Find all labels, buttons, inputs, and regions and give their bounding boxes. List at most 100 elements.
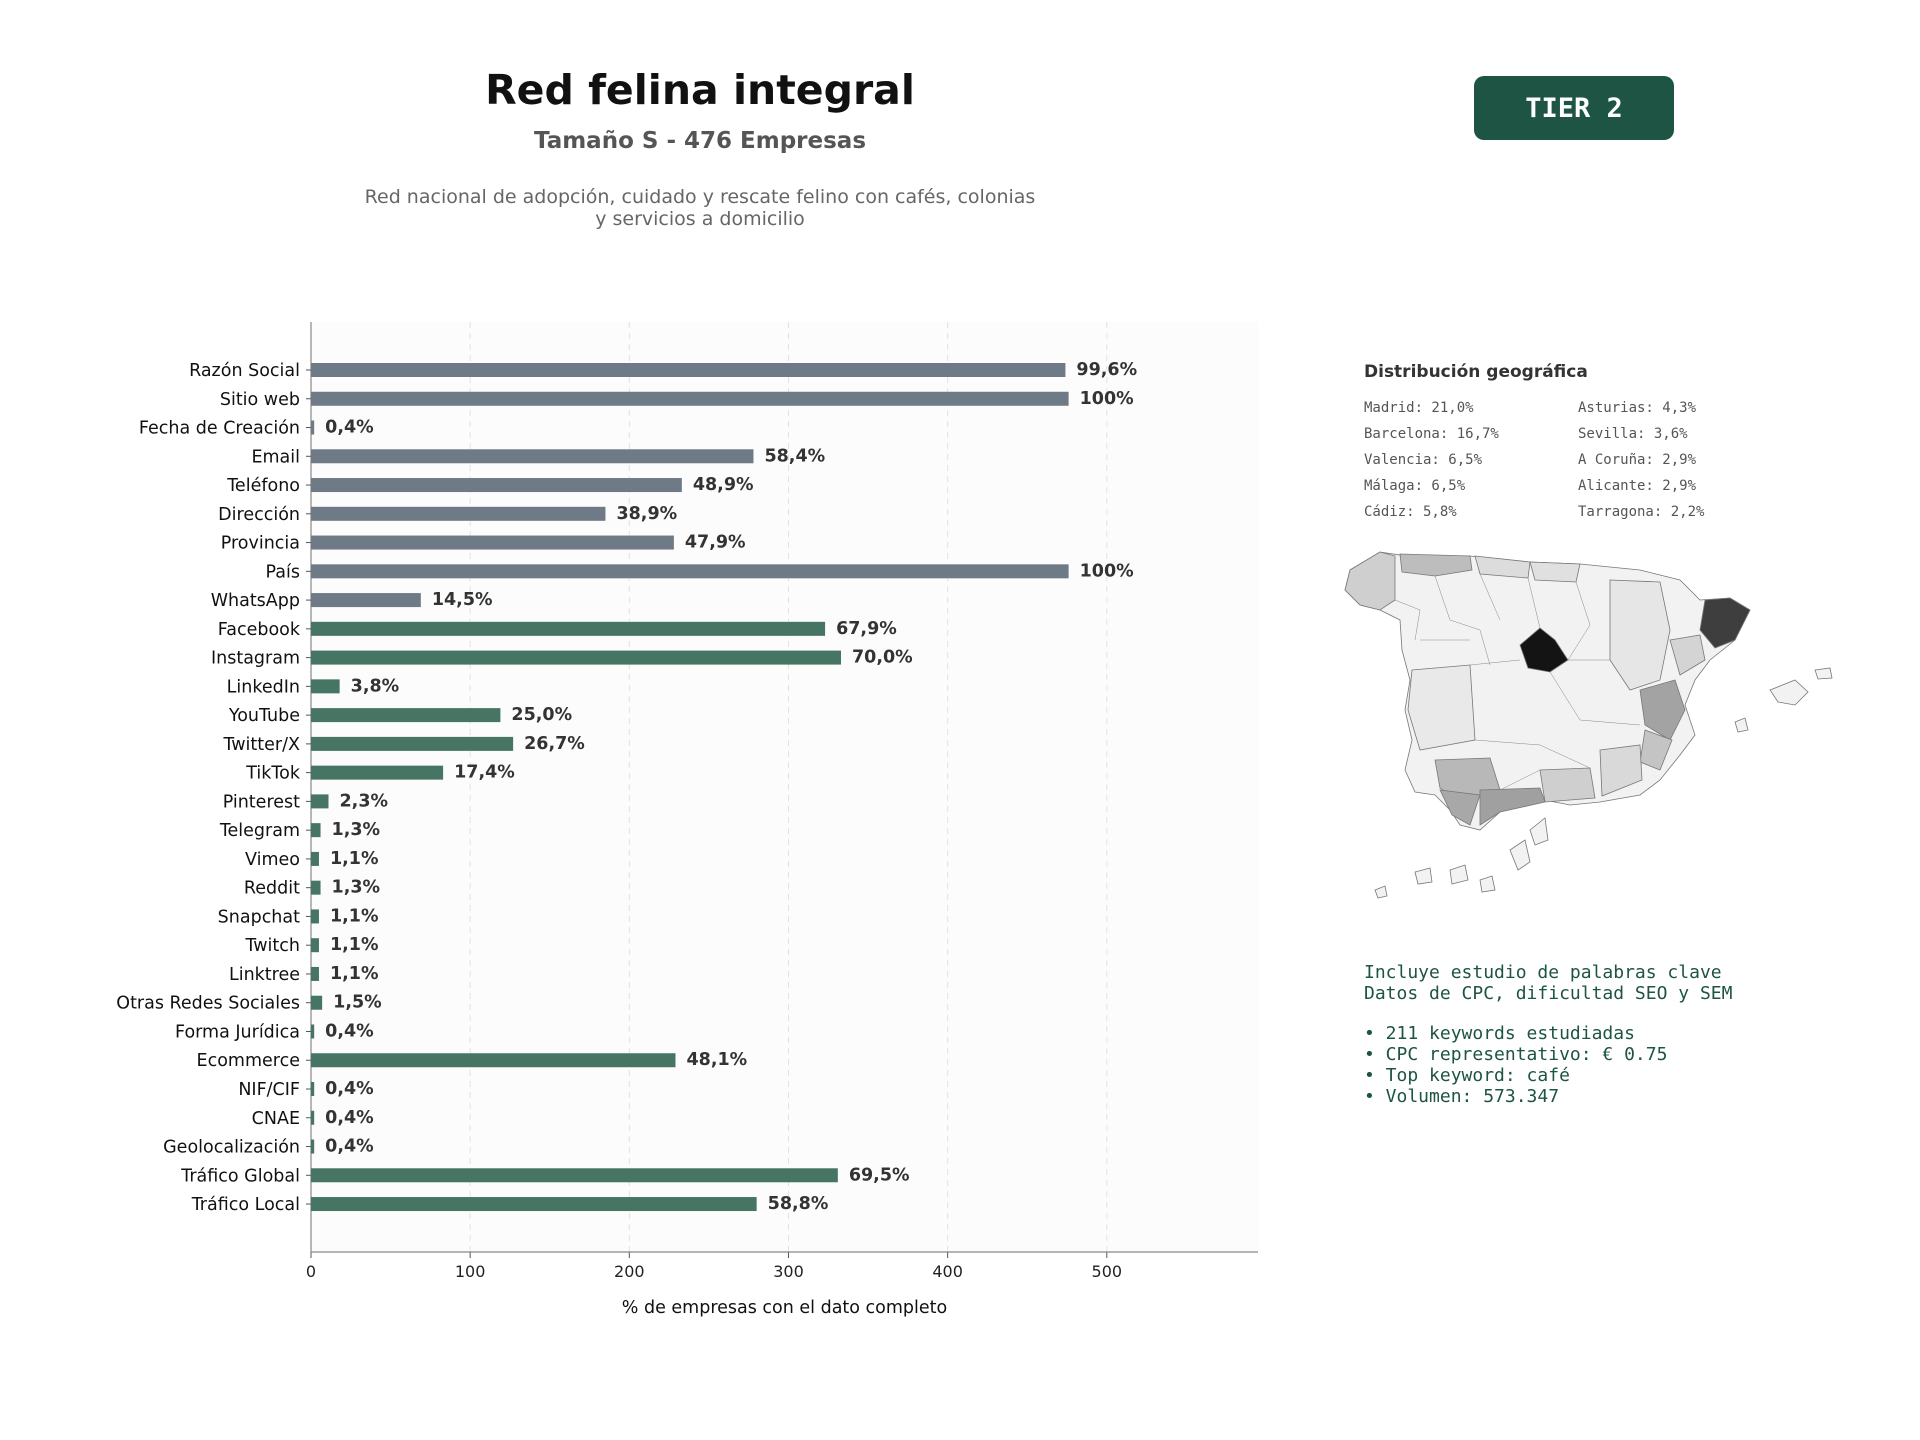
category-label: Dirección <box>218 505 300 525</box>
bar <box>311 650 842 665</box>
bar <box>311 1168 838 1183</box>
keywords-bullet: • 211 keywords estudiadas <box>1364 1023 1635 1044</box>
x-axis-label: % de empresas con el dato completo <box>622 1298 947 1318</box>
category-label: Provincia <box>221 534 300 554</box>
bar <box>311 794 329 809</box>
bar <box>311 1139 315 1154</box>
bar <box>311 995 323 1010</box>
bar <box>311 851 319 866</box>
map-menorca <box>1814 667 1833 680</box>
map-galicia <box>1344 551 1396 611</box>
page-subtitle: Tamaño S - 476 Empresas <box>533 128 867 154</box>
map-canary-6 <box>1374 885 1388 899</box>
category-label: Ecommerce <box>197 1051 300 1071</box>
x-tick-label: 200 <box>614 1262 645 1281</box>
category-label: Linktree <box>229 965 300 985</box>
bar <box>311 478 682 493</box>
data-label: 47,9% <box>685 533 746 553</box>
bar <box>311 564 1069 579</box>
category-label: Geolocalización <box>163 1138 300 1158</box>
geo-item: Cádiz: 5,8% <box>1364 504 1457 520</box>
data-label: 1,5% <box>333 993 382 1013</box>
category-label: Pinterest <box>223 792 300 812</box>
category-label: LinkedIn <box>227 677 300 697</box>
geo-title: Distribución geográfica <box>1364 362 1588 382</box>
map-internal-borders <box>1394 573 1641 791</box>
x-tick-label: 300 <box>773 1262 804 1281</box>
geo-item: Madrid: 21,0% <box>1364 400 1474 416</box>
map-murcia <box>1599 744 1643 797</box>
geo-item: Tarragona: 2,2% <box>1578 504 1705 520</box>
keywords-bullet: • CPC representativo: € 0.75 <box>1364 1044 1668 1065</box>
data-label: 1,3% <box>332 820 381 840</box>
bar <box>311 765 444 780</box>
geo-item: A Coruña: 2,9% <box>1578 452 1697 468</box>
keywords-line-2: Datos de CPC, dificultad SEO y SEM <box>1364 983 1733 1004</box>
map-extremadura <box>1407 664 1476 751</box>
bar <box>311 966 319 981</box>
bar <box>311 880 321 895</box>
bar <box>311 420 315 435</box>
x-tick-label: 400 <box>932 1262 963 1281</box>
category-label: Twitch <box>244 936 300 956</box>
category-label: Tráfico Local <box>191 1195 300 1215</box>
data-label: 0,4% <box>325 1137 374 1157</box>
keywords-bullet: • Top keyword: café <box>1364 1065 1570 1086</box>
data-label: 58,4% <box>764 446 825 466</box>
plot-area <box>311 322 1258 1252</box>
map-malaga <box>1479 787 1546 826</box>
category-label: Fecha de Creación <box>139 419 300 439</box>
data-label: 0,4% <box>325 1021 374 1041</box>
bar <box>311 449 754 464</box>
bar <box>311 708 501 723</box>
data-label: 26,7% <box>524 734 585 754</box>
category-label: Instagram <box>211 649 300 669</box>
category-label: Teléfono <box>226 476 300 496</box>
category-label: Reddit <box>244 879 300 899</box>
x-tick-label: 500 <box>1092 1262 1123 1281</box>
map-granada <box>1539 767 1596 803</box>
description-line-1: Red nacional de adopción, cuidado y resc… <box>364 186 1036 208</box>
geo-item: Málaga: 6,5% <box>1364 478 1466 494</box>
keywords-line-1: Incluye estudio de palabras clave <box>1364 962 1722 983</box>
map-valencia <box>1639 679 1686 741</box>
category-label: Email <box>251 447 300 467</box>
geo-list: Madrid: 21,0% Asturias: 4,3% Barcelona: … <box>1364 400 1804 522</box>
description-line-2: y servicios a domicilio <box>595 208 805 230</box>
bar <box>311 823 321 838</box>
data-label: 58,8% <box>768 1194 829 1214</box>
category-label: WhatsApp <box>211 591 300 611</box>
data-label: 100% <box>1080 561 1134 581</box>
data-label: 3,8% <box>351 676 400 696</box>
category-label: Otras Redes Sociales <box>116 994 300 1014</box>
x-tick-label: 100 <box>455 1262 486 1281</box>
category-label: Tráfico Global <box>180 1166 300 1186</box>
map-barcelona <box>1699 597 1751 649</box>
map-canary-5 <box>1529 817 1549 846</box>
data-label: 67,9% <box>836 619 897 639</box>
category-label: TikTok <box>245 764 301 784</box>
category-label: Razón Social <box>189 361 300 381</box>
data-label: 1,1% <box>330 964 379 984</box>
bar <box>311 593 421 608</box>
map-canary-2 <box>1449 864 1469 885</box>
keywords-spacer <box>1364 1004 1864 1023</box>
data-label: 1,1% <box>330 849 379 869</box>
data-label: 17,4% <box>454 763 515 783</box>
category-label: País <box>266 562 300 582</box>
data-label: 25,0% <box>511 705 572 725</box>
data-label: 100% <box>1080 389 1134 409</box>
map-aragon <box>1609 579 1671 691</box>
map-tarragona <box>1669 634 1706 676</box>
geo-item: Alicante: 2,9% <box>1578 478 1697 494</box>
geo-item: Sevilla: 3,6% <box>1578 426 1688 442</box>
map-alicante <box>1639 729 1673 771</box>
bar <box>311 363 1066 377</box>
keywords-bullet: • Volumen: 573.347 <box>1364 1086 1560 1107</box>
bar <box>311 938 319 953</box>
geo-item: Valencia: 6,5% <box>1364 452 1483 468</box>
completeness-bar-chart: 0 100 200 300 400 500 Razón Social 99,6% Sitio w… <box>116 322 1258 1318</box>
tier-badge: TIER 2 <box>1474 76 1674 140</box>
data-label: 0,4% <box>325 418 374 438</box>
bar <box>311 1053 676 1068</box>
